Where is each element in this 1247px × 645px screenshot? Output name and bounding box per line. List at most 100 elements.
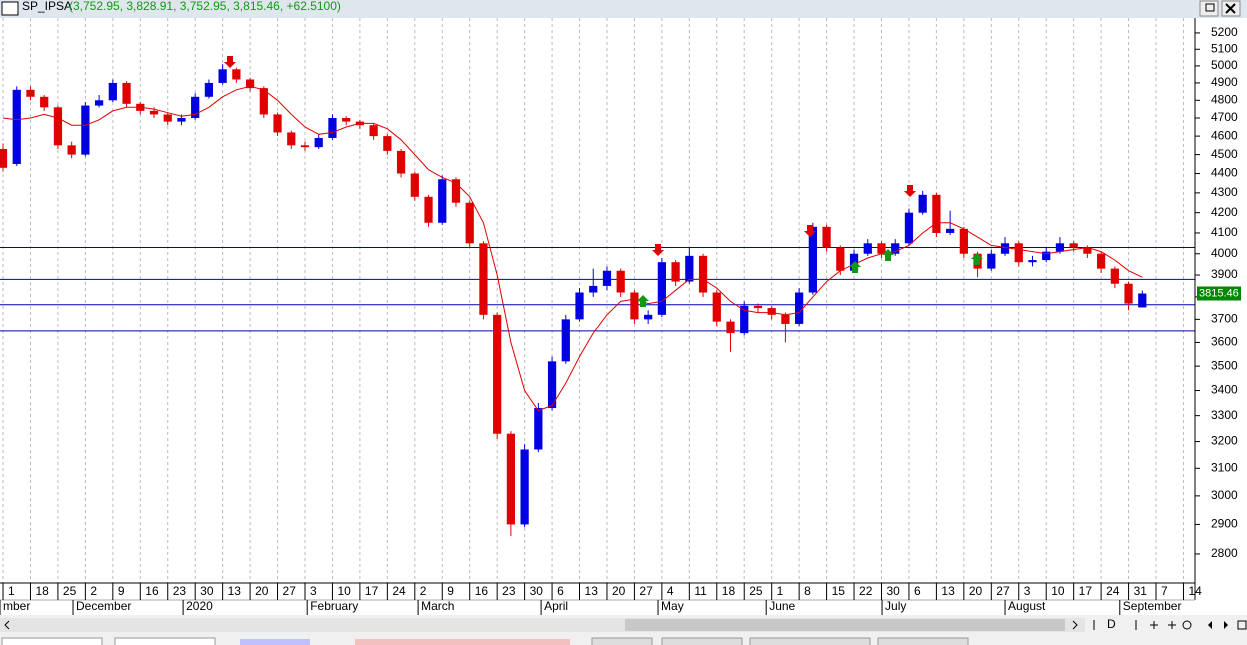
x-tick-label: 6 [557, 584, 564, 598]
tab[interactable] [749, 637, 871, 645]
x-tick-label: 8 [804, 584, 811, 598]
y-tick-label: 3900 [1211, 267, 1238, 281]
buy-arrow [971, 253, 983, 265]
candle-body [753, 305, 763, 309]
restore-button[interactable] [1199, 0, 1219, 17]
tab[interactable] [591, 637, 653, 645]
last-price-label: 3815.46 [1199, 287, 1239, 299]
candle-body [465, 202, 474, 244]
y-tick-label: 4000 [1211, 246, 1238, 260]
fit-button[interactable] [1237, 620, 1247, 630]
candle-body [1124, 283, 1133, 304]
color-palette[interactable] [240, 639, 310, 645]
sell-arrow [904, 185, 916, 197]
period-label: June [769, 599, 795, 613]
candle-body [987, 253, 996, 269]
period-label: July [885, 599, 906, 613]
nav-buttons[interactable] [1208, 621, 1228, 629]
candle-body [520, 449, 529, 525]
x-tick-label: 2 [420, 584, 427, 598]
drawing-tools[interactable] [355, 639, 570, 645]
x-tick-label: 13 [585, 584, 599, 598]
candle-body [836, 247, 845, 271]
period-label: May [661, 599, 684, 613]
candle-body [561, 319, 570, 362]
period-label: September [1123, 599, 1182, 613]
candle-body [712, 292, 721, 322]
candle-body [1110, 268, 1119, 284]
candle-body [1000, 243, 1010, 254]
candle-body [1055, 243, 1065, 252]
candle-body [0, 149, 8, 168]
candle-body [808, 226, 817, 293]
candle-body [1042, 251, 1051, 261]
buy-arrow [637, 295, 649, 307]
period-label: December [76, 599, 131, 613]
zoom-button[interactable] [1182, 620, 1192, 630]
candle-body [616, 270, 625, 293]
period-label: February [310, 599, 358, 613]
candle-body [740, 305, 749, 334]
x-tick-label: 18 [35, 584, 49, 598]
y-tick-label: 4700 [1211, 110, 1238, 124]
x-tick-label: 31 [1134, 584, 1148, 598]
x-tick-label: 3 [310, 584, 317, 598]
candle-body [67, 145, 76, 155]
candle-body [630, 292, 639, 320]
sell-arrow [224, 56, 236, 68]
buy-arrow [849, 261, 861, 273]
candle-body [932, 194, 941, 233]
period-label: April [544, 599, 568, 613]
tab[interactable] [661, 637, 743, 645]
x-tick-label: 9 [118, 584, 125, 598]
x-tick-label: 20 [255, 584, 269, 598]
x-tick-label: 25 [63, 584, 77, 598]
candle-body [506, 433, 516, 525]
candle-body [94, 100, 104, 106]
y-tick-label: 4100 [1211, 225, 1238, 239]
candle-body [424, 196, 433, 223]
period-label: March [421, 599, 454, 613]
scroll-thumb[interactable] [625, 619, 1065, 631]
x-tick-label: 30 [886, 584, 900, 598]
x-tick-label: 17 [1079, 584, 1093, 598]
candle-body [671, 262, 680, 282]
tab[interactable] [1, 637, 103, 645]
scroll-right[interactable] [1072, 620, 1078, 630]
candle-body [191, 96, 200, 119]
period-label: mber [3, 599, 30, 613]
candle-body [657, 262, 666, 315]
x-tick-label: 27 [996, 584, 1010, 598]
x-tick-label: 14 [1188, 584, 1202, 598]
x-tick-label: 1 [777, 584, 784, 598]
scroll-left[interactable] [4, 620, 10, 630]
y-tick-label: 3300 [1211, 408, 1238, 422]
tab[interactable] [114, 637, 216, 645]
x-tick-label: 7 [1161, 584, 1168, 598]
candle-body [396, 150, 406, 174]
y-tick-label: 3200 [1211, 434, 1238, 448]
toolbar-icons[interactable] [1093, 620, 1176, 630]
candle-body [795, 292, 804, 324]
candle-body [767, 308, 776, 315]
x-tick-label: 23 [502, 584, 516, 598]
candle-body [287, 132, 296, 146]
y-tick-label: 4400 [1211, 166, 1238, 180]
x-tick-label: 27 [639, 584, 653, 598]
period-label: 2020 [186, 599, 213, 613]
tab[interactable] [877, 637, 969, 645]
x-tick-label: 15 [832, 584, 846, 598]
y-tick-label: 4600 [1211, 128, 1238, 142]
candle-body [53, 107, 63, 146]
candle-body [1083, 247, 1092, 254]
candle-body [451, 179, 461, 203]
buy-arrow [882, 249, 894, 261]
y-tick-label: 4300 [1211, 185, 1238, 199]
x-tick-label: 20 [969, 584, 983, 598]
period-button[interactable]: D [1107, 617, 1116, 631]
candle-body [1096, 253, 1106, 269]
x-tick-label: 10 [337, 584, 351, 598]
symbol: SP_IPSA [22, 0, 72, 13]
candle-body [1069, 243, 1078, 248]
candle-body [918, 194, 927, 213]
